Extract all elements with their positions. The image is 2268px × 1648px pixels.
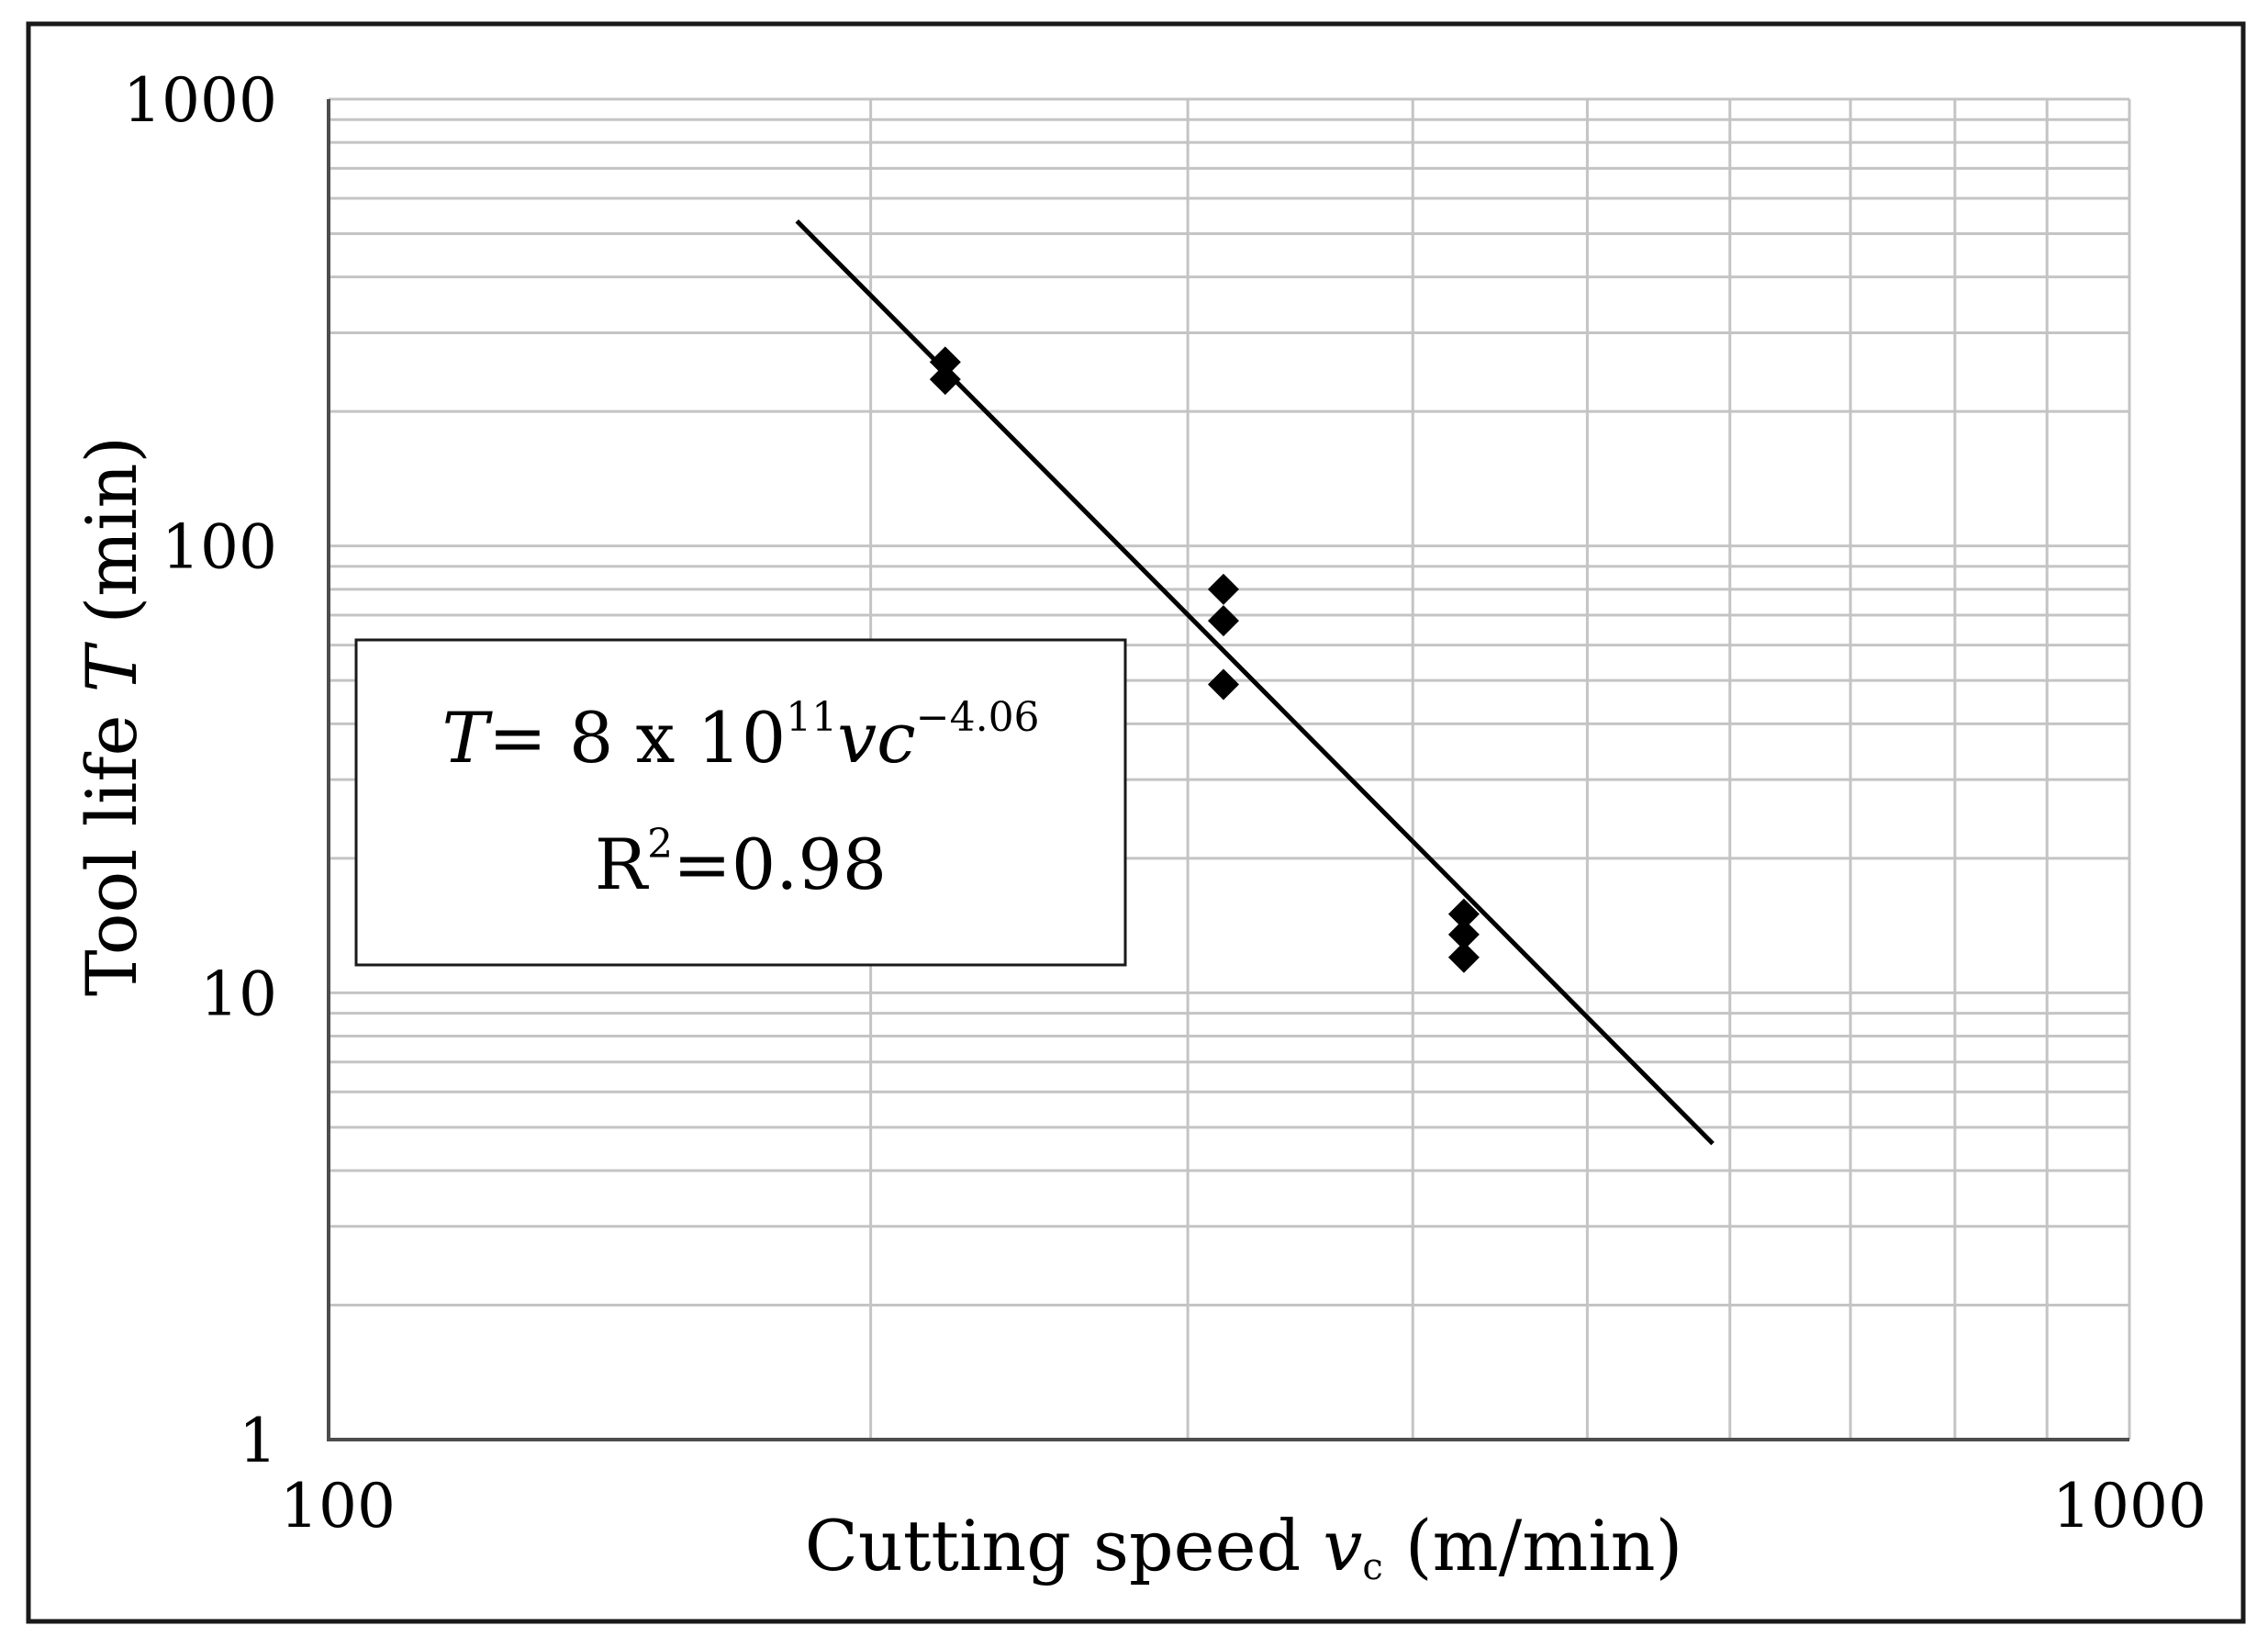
y-axis-label-var: T: [71, 641, 152, 692]
equation-box: T= 8 x 1011vc−4.06 R2=0.98: [354, 638, 1127, 967]
r-squared-value: =0.98: [673, 824, 887, 905]
x-tick-label: 1000: [2052, 1471, 2207, 1541]
y-tick-label: 1: [239, 1406, 277, 1476]
equation-var2: vc: [837, 697, 916, 779]
x-axis-label-unit: (m/min): [1383, 1505, 1682, 1586]
data-point: [929, 364, 961, 396]
x-tick-label: 100: [280, 1471, 396, 1541]
data-point: [1447, 898, 1480, 930]
r-squared-sup: 2: [647, 821, 673, 868]
r-squared-base: R: [595, 824, 650, 905]
y-axis-label-unit: (min): [71, 436, 152, 646]
data-point: [1207, 573, 1239, 605]
equation-text: T= 8 x 1011vc−4.06: [441, 694, 1039, 779]
x-axis-label-main: Cutting speed: [805, 1505, 1324, 1586]
data-point: [929, 346, 961, 378]
y-tick-label: 100: [162, 512, 277, 583]
y-axis-label-main: Tool life: [71, 692, 152, 996]
equation-box-frame: [354, 638, 1127, 967]
tick-labels: 1 10 100 1000 100 1000: [123, 65, 2207, 1541]
data-point: [1447, 918, 1480, 950]
data-point: [1447, 941, 1480, 973]
x-axis-label-var: v: [1323, 1505, 1362, 1586]
y-axis-label: Tool life T (min): [71, 436, 152, 996]
x-axis-label-sub: c: [1362, 1546, 1382, 1588]
y-tick-label: 1000: [123, 65, 277, 136]
axes: [327, 99, 2129, 1441]
x-axis-label: Cutting speed vc (m/min): [805, 1505, 1682, 1588]
data-point: [1207, 605, 1239, 637]
equation-exponent: −4.06: [916, 694, 1040, 741]
r-squared-text: R2=0.98: [595, 821, 887, 905]
equation-body: = 8 x 10: [488, 697, 786, 779]
equation-exp-base: 11: [786, 694, 837, 741]
equation-var: T: [441, 697, 493, 779]
data-point: [1207, 668, 1239, 701]
y-tick-label: 10: [200, 959, 277, 1029]
data-points: [929, 346, 1480, 973]
